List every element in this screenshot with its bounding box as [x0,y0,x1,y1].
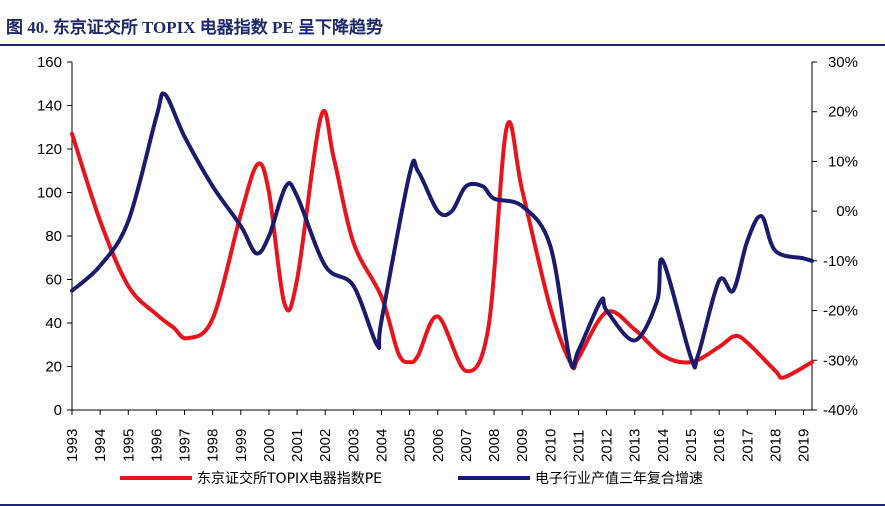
right-y-tick-label: 30% [828,54,858,71]
x-tick-label: 2000 [261,429,278,462]
x-tick-label: 2005 [402,429,419,462]
x-tick-label: 1998 [205,429,222,462]
axes: 0 20 40 60 80 100 120 140 160 -40% -30% -20% -10% 0% 1… [37,54,858,462]
x-tick-label: 2001 [289,429,306,462]
left-y-tick-label: 160 [37,54,62,71]
x-tick-label: 2007 [458,429,475,462]
x-tick-label: 2014 [655,429,672,462]
x-tick-label: 1993 [64,429,81,462]
x-tick-label: 1999 [233,429,250,462]
x-tick-label: 2006 [430,429,447,462]
right-y-tick-label: -40% [823,402,858,419]
x-tick-label: 2015 [683,429,700,462]
title-bar: 图 40. 东京证交所 TOPIX 电器指数 PE 呈下降趋势 [0,0,885,46]
x-tick-label: 1996 [148,429,165,462]
x-tick-label: 2010 [542,429,559,462]
left-y-tick-label: 80 [45,228,62,245]
right-y-tick-label: 10% [828,153,858,170]
x-tick-label: 2017 [739,429,756,462]
left-y-tick-label: 0 [54,402,62,419]
x-tick-label: 2003 [345,429,362,462]
x-tick-label: 1997 [177,429,194,462]
legend-label-growth: 电子行业产值三年复合增速 [535,470,703,487]
right-y-tick-label: -30% [823,352,858,369]
series-line-pe [70,108,814,380]
series-lines [70,91,814,380]
x-tick-label: 2002 [317,429,334,462]
title-underline [0,44,885,46]
x-tick-label: 2009 [514,429,531,462]
left-y-tick-label: 100 [37,185,62,202]
x-tick-label: 2016 [711,429,728,462]
right-y-tick-label: 0% [836,203,858,220]
x-tick-label: 2011 [570,430,587,462]
bottom-rule [0,504,885,506]
left-y-tick-label: 140 [37,98,62,115]
x-tick-label: 2019 [796,429,813,462]
chart-title: 图 40. 东京证交所 TOPIX 电器指数 PE 呈下降趋势 [6,18,384,37]
right-y-tick-label: -10% [823,253,858,270]
x-tick-label: 2018 [767,429,784,462]
x-tick-label: 2004 [374,429,391,462]
x-tick-label: 2008 [486,429,503,462]
legend: 东京证交所TOPIX电器指数PE 电子行业产值三年复合增速 [120,470,703,487]
right-y-tick-label: -20% [823,303,858,320]
left-y-tick-label: 60 [45,272,62,289]
left-y-tick-label: 20 [45,359,62,376]
left-y-tick-label: 120 [37,141,62,158]
x-tick-label: 2013 [627,429,644,462]
x-tick-label: 2012 [599,429,616,462]
left-y-tick-label: 40 [45,315,62,332]
x-tick-label: 1995 [120,429,137,462]
legend-label-pe: 东京证交所TOPIX电器指数PE [197,470,382,487]
series-line-growth [70,91,814,370]
x-tick-label: 1994 [92,429,109,462]
right-y-tick-label: 20% [828,104,858,121]
